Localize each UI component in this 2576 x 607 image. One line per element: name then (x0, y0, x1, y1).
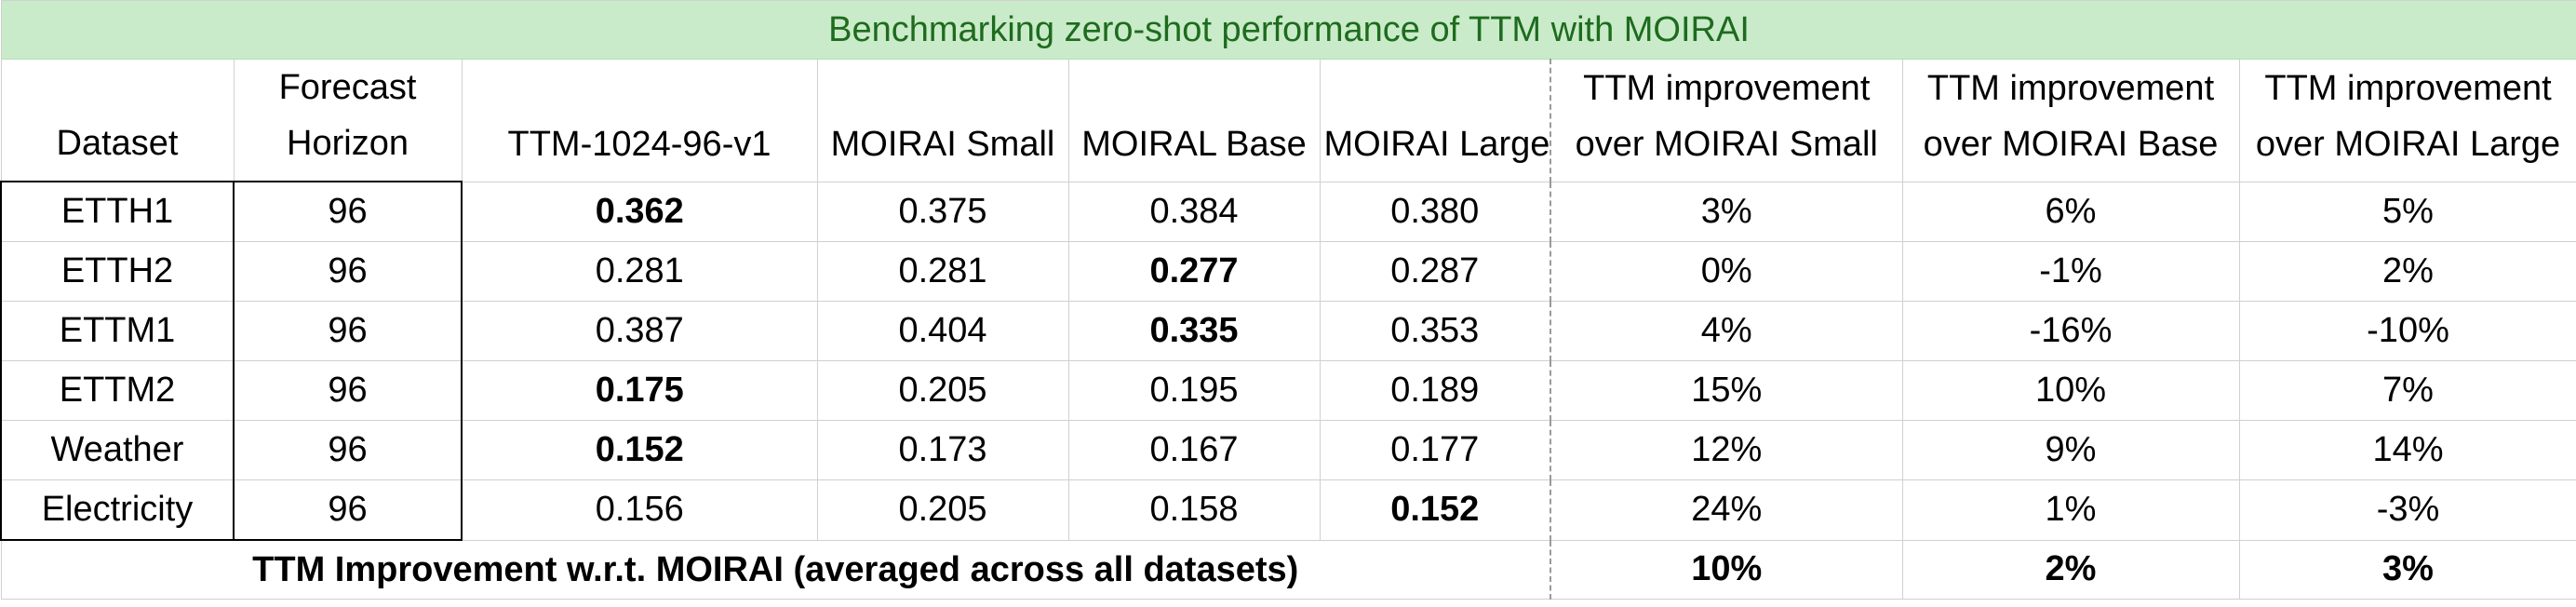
table-row: ETTM2 96 0.175 0.205 0.195 0.189 15% 10%… (1, 361, 2576, 421)
cell-imp-small[interactable]: 15% (1550, 361, 1902, 421)
header-ttm[interactable]: TTM-1024-96-v1 (462, 60, 817, 182)
table-row: Electricity 96 0.156 0.205 0.158 0.152 2… (1, 480, 2576, 541)
cell-imp-large[interactable]: 7% (2239, 361, 2576, 421)
cell-imp-small[interactable]: 0% (1550, 242, 1902, 302)
cell-imp-small[interactable]: 4% (1550, 302, 1902, 361)
header-moirai-base[interactable]: MOIRAL Base (1068, 60, 1320, 182)
spreadsheet: Benchmarking zero-shot performance of TT… (0, 0, 2576, 585)
cell-imp-base[interactable]: 1% (1902, 480, 2239, 541)
header-forecast-horizon[interactable]: Forecast Horizon (234, 60, 462, 182)
header-imp-large[interactable]: TTM improvement over MOIRAI Large (2239, 60, 2576, 182)
summary-label[interactable]: TTM Improvement w.r.t. MOIRAI (averaged … (1, 540, 1550, 600)
cell-moirai-large[interactable]: 0.380 (1320, 182, 1550, 242)
cell-imp-base[interactable]: 10% (1902, 361, 2239, 421)
cell-moirai-small[interactable]: 0.404 (817, 302, 1068, 361)
cell-imp-base[interactable]: -16% (1902, 302, 2239, 361)
header-imp-base-line2: over MOIRAI Base (1924, 125, 2219, 164)
cell-moirai-small[interactable]: 0.375 (817, 182, 1068, 242)
cell-moirai-large[interactable]: 0.353 (1320, 302, 1550, 361)
title-row: Benchmarking zero-shot performance of TT… (1, 1, 2576, 60)
cell-imp-small[interactable]: 12% (1550, 421, 1902, 480)
cell-horizon[interactable]: 96 (234, 480, 462, 541)
header-moirai-large[interactable]: MOIRAI Large (1320, 60, 1550, 182)
cell-ttm[interactable]: 0.281 (462, 242, 817, 302)
cell-moirai-large[interactable]: 0.177 (1320, 421, 1550, 480)
cell-imp-base[interactable]: -1% (1902, 242, 2239, 302)
header-imp-large-line2: over MOIRAI Large (2256, 125, 2560, 164)
summary-imp-small[interactable]: 10% (1550, 540, 1902, 600)
cell-moirai-small[interactable]: 0.173 (817, 421, 1068, 480)
header-imp-small-line1: TTM improvement (1583, 69, 1870, 108)
cell-moirai-base[interactable]: 0.167 (1068, 421, 1320, 480)
cell-imp-small[interactable]: 3% (1550, 182, 1902, 242)
header-imp-base-line1: TTM improvement (1927, 69, 2214, 108)
cell-dataset[interactable]: Electricity (1, 480, 234, 541)
summary-imp-large[interactable]: 3% (2239, 540, 2576, 600)
cell-moirai-small[interactable]: 0.205 (817, 361, 1068, 421)
cell-imp-base[interactable]: 6% (1902, 182, 2239, 242)
cell-dataset[interactable]: ETTH2 (1, 242, 234, 302)
table-row: ETTH1 96 0.362 0.375 0.384 0.380 3% 6% 5… (1, 182, 2576, 242)
cell-ttm[interactable]: 0.387 (462, 302, 817, 361)
cell-horizon[interactable]: 96 (234, 242, 462, 302)
header-imp-small-line2: over MOIRAI Small (1576, 125, 1878, 164)
table-row: ETTM1 96 0.387 0.404 0.335 0.353 4% -16%… (1, 302, 2576, 361)
header-horizon-line1: Forecast (279, 68, 417, 107)
cell-imp-large[interactable]: -10% (2239, 302, 2576, 361)
cell-ttm[interactable]: 0.175 (462, 361, 817, 421)
header-row: Dataset Forecast Horizon TTM-1024-96-v1 M… (1, 60, 2576, 182)
cell-imp-large[interactable]: 2% (2239, 242, 2576, 302)
header-imp-large-line1: TTM improvement (2264, 69, 2551, 108)
cell-moirai-base[interactable]: 0.277 (1068, 242, 1320, 302)
cell-dataset[interactable]: ETTM2 (1, 361, 234, 421)
header-imp-base[interactable]: TTM improvement over MOIRAI Base (1902, 60, 2239, 182)
table-title[interactable]: Benchmarking zero-shot performance of TT… (1, 1, 2576, 60)
header-imp-small[interactable]: TTM improvement over MOIRAI Small (1550, 60, 1902, 182)
cell-moirai-base[interactable]: 0.384 (1068, 182, 1320, 242)
cell-dataset[interactable]: ETTH1 (1, 182, 234, 242)
cell-moirai-large[interactable]: 0.189 (1320, 361, 1550, 421)
header-dataset[interactable]: Dataset (1, 60, 234, 182)
cell-imp-large[interactable]: -3% (2239, 480, 2576, 541)
summary-imp-base[interactable]: 2% (1902, 540, 2239, 600)
cell-moirai-base[interactable]: 0.335 (1068, 302, 1320, 361)
cell-moirai-base[interactable]: 0.195 (1068, 361, 1320, 421)
cell-imp-large[interactable]: 14% (2239, 421, 2576, 480)
cell-moirai-large[interactable]: 0.152 (1320, 480, 1550, 541)
empty-row (1, 600, 2576, 607)
table-row: ETTH2 96 0.281 0.281 0.277 0.287 0% -1% … (1, 242, 2576, 302)
cell-moirai-large[interactable]: 0.287 (1320, 242, 1550, 302)
cell-imp-small[interactable]: 24% (1550, 480, 1902, 541)
cell-moirai-small[interactable]: 0.205 (817, 480, 1068, 541)
empty-cell (1, 600, 2576, 607)
cell-ttm[interactable]: 0.152 (462, 421, 817, 480)
table-row: Weather 96 0.152 0.173 0.167 0.177 12% 9… (1, 421, 2576, 480)
cell-horizon[interactable]: 96 (234, 182, 462, 242)
cell-imp-base[interactable]: 9% (1902, 421, 2239, 480)
cell-dataset[interactable]: ETTM1 (1, 302, 234, 361)
header-horizon-line2: Horizon (287, 124, 409, 163)
cell-horizon[interactable]: 96 (234, 361, 462, 421)
cell-imp-large[interactable]: 5% (2239, 182, 2576, 242)
summary-row: TTM Improvement w.r.t. MOIRAI (averaged … (1, 540, 2576, 600)
cell-ttm[interactable]: 0.156 (462, 480, 817, 541)
cell-ttm[interactable]: 0.362 (462, 182, 817, 242)
header-moirai-small[interactable]: MOIRAI Small (817, 60, 1068, 182)
cell-moirai-base[interactable]: 0.158 (1068, 480, 1320, 541)
cell-dataset[interactable]: Weather (1, 421, 234, 480)
cell-horizon[interactable]: 96 (234, 421, 462, 480)
cell-horizon[interactable]: 96 (234, 302, 462, 361)
cell-moirai-small[interactable]: 0.281 (817, 242, 1068, 302)
